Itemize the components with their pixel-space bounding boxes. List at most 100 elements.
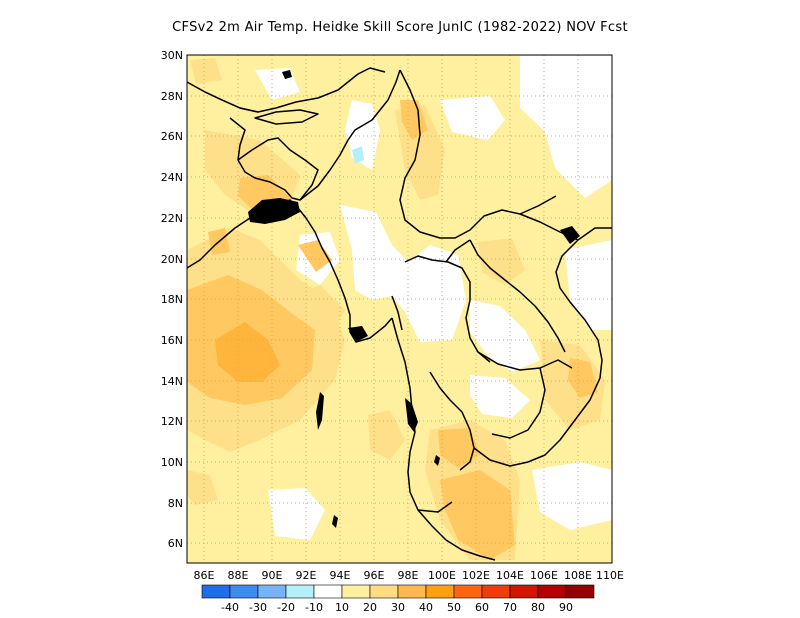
latitude-labels: 30N 28N 26N 24N 22N 20N 18N 16N 14N 12N …: [161, 49, 183, 550]
lat-label: 6N: [168, 537, 183, 550]
colorbar-label: 30: [391, 601, 405, 614]
nicobar-islands: [332, 515, 338, 528]
lon-label: 86E: [194, 569, 215, 582]
border-india-myanmar: [299, 69, 401, 201]
colorbar-label: -10: [305, 601, 323, 614]
coastline-vietnam: [473, 227, 612, 467]
lon-label: 96E: [364, 569, 385, 582]
shade-level-20: [478, 238, 525, 285]
colorbar: [201, 584, 595, 599]
lat-label: 18N: [161, 293, 183, 306]
coastline-andaman-west: [391, 317, 496, 561]
shade-white-region: [470, 375, 530, 418]
border-china-myanmar: [399, 69, 579, 241]
coastlines-borders: [187, 67, 612, 561]
colorbar-swatch: [313, 584, 343, 599]
colorbar-swatch: [201, 584, 231, 599]
colorbar-swatch: [425, 584, 455, 599]
lat-label: 26N: [161, 130, 183, 143]
border-laos: [469, 239, 566, 353]
shade-negative: [352, 146, 364, 164]
border-thailand-malaysia: [417, 501, 453, 513]
lat-label: 12N: [161, 415, 183, 428]
plot-frame: [186, 54, 613, 564]
border-bhutan: [254, 109, 319, 125]
lon-label: 104E: [496, 569, 524, 582]
shade-white-region: [470, 300, 540, 372]
colorbar-swatch: [481, 584, 511, 599]
shade-white-region: [532, 462, 612, 530]
shade-level-30: [568, 358, 598, 398]
lon-label: 100E: [428, 569, 456, 582]
sundarbans-delta: [248, 198, 300, 224]
lon-label: 108E: [564, 569, 592, 582]
shade-white-region: [565, 240, 612, 330]
lat-label: 28N: [161, 90, 183, 103]
coastline-bay-of-bengal: [187, 199, 393, 343]
shade-white-region: [268, 488, 325, 540]
shade-level-30: [440, 470, 515, 560]
colorbar-label: -20: [277, 601, 295, 614]
thai-islands: [434, 455, 440, 466]
border-nepal: [204, 91, 259, 113]
lat-label: 22N: [161, 212, 183, 225]
lat-label: 14N: [161, 375, 183, 388]
longitude-labels: 86E 88E 90E 92E 94E 96E 98E 100E 102E 10…: [194, 569, 624, 582]
border-india-inner: [229, 117, 246, 161]
hainan-coast: [560, 226, 580, 244]
colorbar-swatch: [453, 584, 483, 599]
lon-label: 110E: [596, 569, 624, 582]
lon-label: 94E: [330, 569, 351, 582]
shade-white-region: [560, 88, 598, 116]
lat-label: 16N: [161, 334, 183, 347]
mergui-archipelago: [405, 398, 418, 432]
colorbar-label: 20: [363, 601, 377, 614]
map-title: CFSv2 2m Air Temp. Heidke Skill Score Ju…: [172, 20, 628, 35]
colorbar-label: 90: [559, 601, 573, 614]
shade-white-region: [340, 205, 466, 342]
tibet-lake: [282, 70, 292, 79]
shade-level-40: [215, 322, 280, 382]
colorbar-swatch: [285, 584, 315, 599]
colorbar-label: -40: [221, 601, 239, 614]
lat-label: 20N: [161, 253, 183, 266]
shade-white-region: [440, 96, 505, 140]
colorbar-swatch: [565, 584, 595, 599]
shade-level-20: [368, 410, 405, 460]
colorbar-swatch: [257, 584, 287, 599]
lon-label: 102E: [462, 569, 490, 582]
colorbar-swatch: [509, 584, 539, 599]
colorbar-swatch: [369, 584, 399, 599]
islands: [248, 70, 580, 528]
border-bangladesh: [237, 137, 319, 201]
lon-label: 98E: [398, 569, 419, 582]
border-myanmar-thailand-south: [391, 295, 403, 331]
lon-label: 88E: [228, 569, 249, 582]
andaman-islands: [316, 392, 324, 430]
colorbar-labels: -40 -30 -20 -10 10 20 30 40 50 60 70 80 …: [221, 601, 573, 614]
colorbar-label: 80: [531, 601, 545, 614]
colorbar-label: -30: [249, 601, 267, 614]
lon-label: 106E: [530, 569, 558, 582]
shade-level-20: [187, 470, 218, 505]
lat-label: 10N: [161, 456, 183, 469]
lon-label: 92E: [296, 569, 317, 582]
coastline-gulf-of-thailand: [429, 371, 475, 471]
colorbar-label: 50: [447, 601, 461, 614]
colorbar-label: 70: [503, 601, 517, 614]
border-thailand-cambodia: [477, 351, 573, 371]
shade-level-30: [438, 428, 480, 468]
lat-label: 30N: [161, 49, 183, 62]
colorbar-label: 60: [475, 601, 489, 614]
border-cambodia-vietnam: [491, 367, 546, 439]
shade-level-20: [292, 285, 345, 335]
lat-label: 8N: [168, 497, 183, 510]
colorbar-swatch: [397, 584, 427, 599]
border-laos-inner: [445, 239, 471, 263]
colorbar-swatch: [341, 584, 371, 599]
lat-label: 24N: [161, 171, 183, 184]
border-myanmar-thailand: [404, 255, 491, 363]
colorbar-swatch: [229, 584, 259, 599]
shade-level-30: [400, 100, 428, 140]
